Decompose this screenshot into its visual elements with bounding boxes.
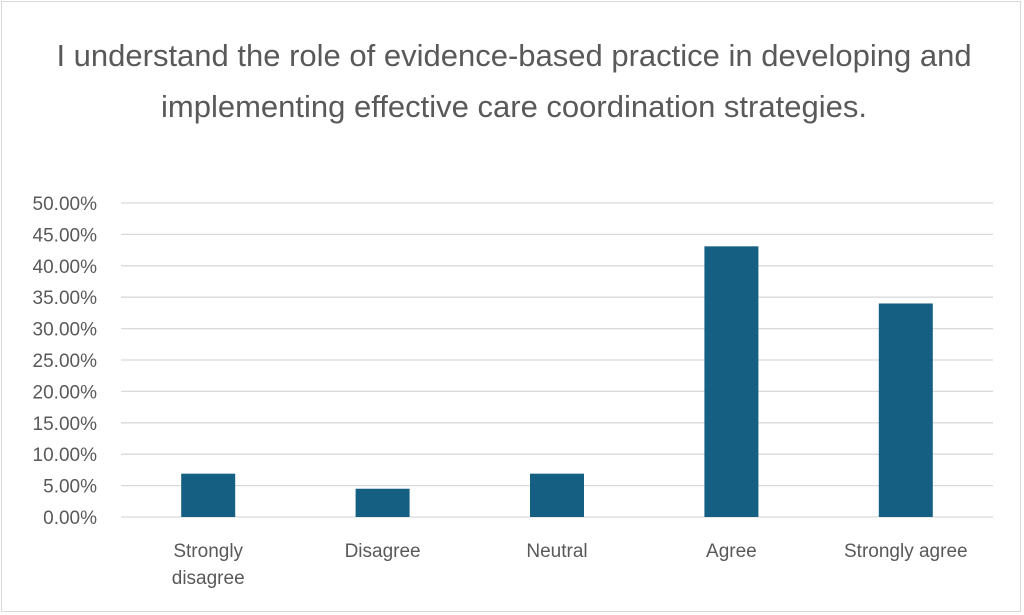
y-tick-label: 5.00%	[43, 477, 97, 498]
y-tick-label: 30.00%	[33, 320, 98, 341]
y-tick-label: 20.00%	[33, 382, 98, 403]
y-tick-label: 35.00%	[33, 288, 98, 309]
x-tick-label: Neutral	[526, 541, 587, 562]
y-tick-label: 0.00%	[43, 508, 97, 529]
y-tick-label: 15.00%	[33, 414, 98, 435]
bar	[704, 246, 759, 517]
x-tick-label: Strongly agree	[844, 541, 968, 562]
y-tick-label: 50.00%	[33, 194, 98, 215]
bars	[181, 246, 933, 517]
bar	[878, 303, 933, 517]
y-tick-label: 25.00%	[33, 351, 98, 372]
y-tick-label: 45.00%	[33, 225, 98, 246]
bar	[181, 473, 236, 517]
y-tick-label: 40.00%	[33, 257, 98, 278]
gridlines	[121, 202, 993, 518]
bar	[355, 488, 410, 517]
chart-title: I understand the role of evidence-based …	[56, 38, 972, 124]
bar	[530, 473, 584, 517]
y-tick-label: 10.00%	[33, 445, 98, 466]
x-tick-label: Agree	[706, 541, 757, 562]
y-axis-ticks: 0.00% 5.00% 10.00% 15.00% 20.00% 25.00% 30.00%…	[33, 194, 98, 529]
x-tick-label: Disagree	[345, 541, 421, 562]
x-axis-labels: Strongly disagree Disagree Neutral Agree Stro…	[172, 541, 968, 589]
x-tick-label: Strongly disagree	[172, 541, 245, 589]
